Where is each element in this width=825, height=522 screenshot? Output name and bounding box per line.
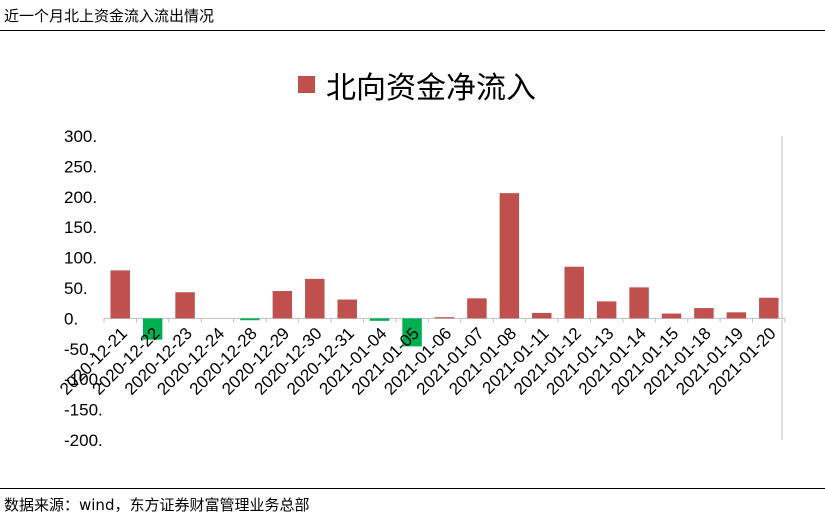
bar-series — [110, 193, 779, 347]
bar — [694, 308, 714, 319]
chart-legend: 北向资金净流入 — [298, 71, 536, 106]
bar — [110, 270, 130, 319]
y-tick-label: 150. — [64, 218, 97, 237]
y-tick-label: -100. — [64, 370, 103, 389]
bar — [532, 312, 552, 319]
y-tick-label: 300. — [64, 127, 97, 146]
legend-swatch — [298, 76, 315, 93]
header-divider — [0, 30, 825, 31]
x-axis-labels: 2020-12-212020-12-222020-12-232020-12-24… — [56, 324, 780, 399]
bar — [272, 291, 293, 319]
y-tick-label: -200. — [64, 431, 103, 450]
footer-divider — [0, 488, 825, 489]
bar — [726, 312, 747, 319]
y-tick-label: 200. — [64, 188, 97, 207]
legend-label: 北向资金净流入 — [326, 71, 536, 106]
bar-chart: 北向资金净流入 300. 250. 200. 150. 100. 50. 0. -50. -10… — [56, 71, 786, 450]
bar — [596, 301, 617, 319]
y-axis-ticks: 300. 250. 200. 150. 100. 50. 0. -50. -100. -150. -… — [64, 127, 103, 450]
bar — [402, 318, 422, 347]
y-tick-label: 0. — [64, 309, 78, 328]
bar — [142, 318, 163, 340]
y-tick-label: 100. — [64, 249, 97, 268]
y-tick-label: -150. — [64, 401, 103, 420]
bar — [434, 317, 455, 319]
bar — [759, 297, 779, 319]
x-axis-ticks — [103, 318, 786, 323]
y-tick-label: 250. — [64, 157, 97, 176]
y-tick-label: -50. — [64, 340, 93, 359]
bar — [369, 318, 390, 321]
bar — [175, 292, 195, 319]
bar — [305, 278, 325, 319]
page-title: 近一个月北上资金流入流出情况 — [4, 7, 215, 25]
bar — [661, 313, 682, 319]
bar — [467, 298, 487, 319]
bar — [564, 266, 584, 319]
bar — [240, 318, 260, 321]
bar — [629, 287, 649, 319]
source-note: 数据来源：wind，东方证券财富管理业务总部 — [4, 496, 310, 514]
y-tick-label: 50. — [64, 279, 88, 298]
bar — [499, 193, 520, 319]
bar — [337, 299, 357, 319]
